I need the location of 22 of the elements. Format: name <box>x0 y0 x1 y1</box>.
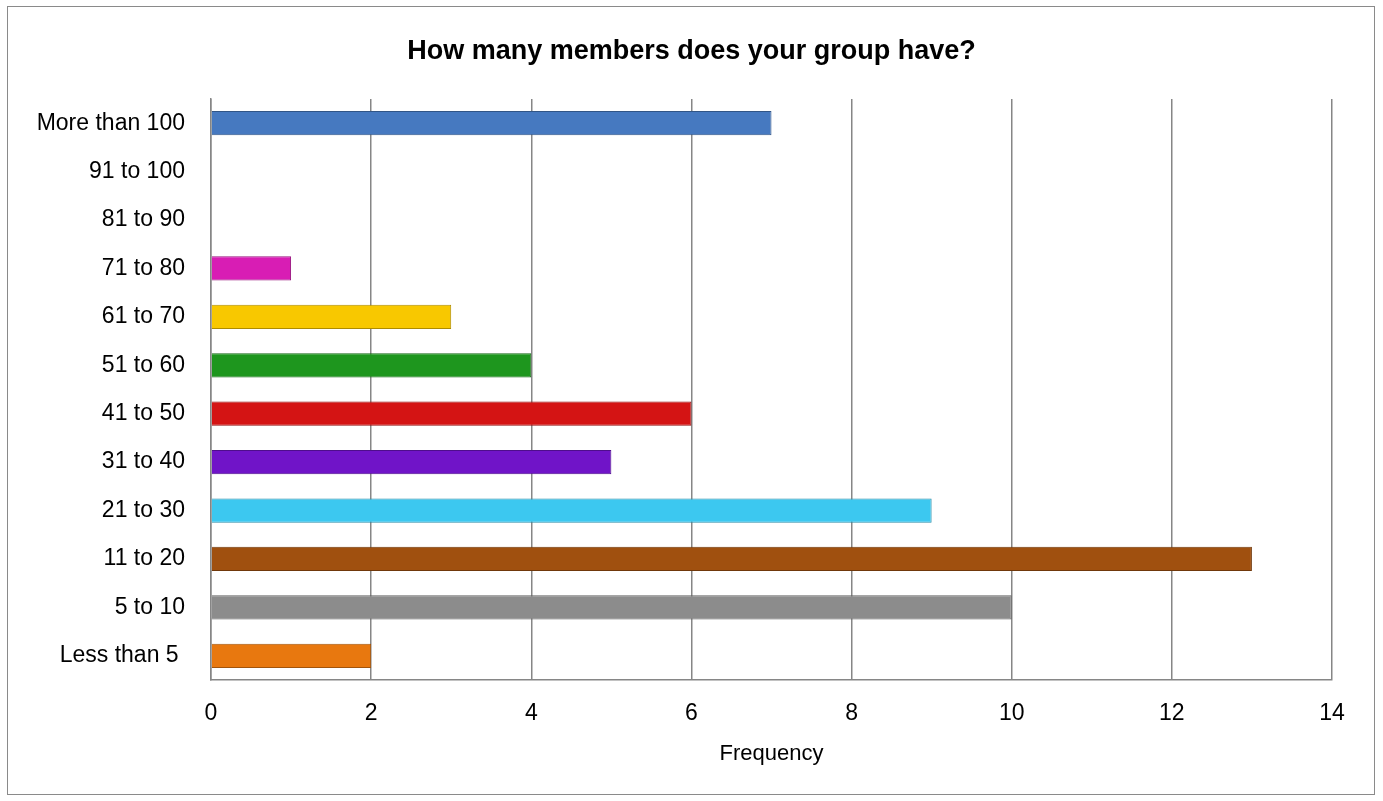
y-tick-label: 81 to 90 <box>101 205 185 232</box>
y-tick-label: 91 to 100 <box>89 156 185 183</box>
y-tick-label: 5 to 10 <box>114 592 185 619</box>
y-tick-label: 51 to 60 <box>101 350 185 377</box>
x-tick-label: 0 <box>204 699 218 726</box>
y-tick-label: Less than 5 <box>59 641 185 668</box>
x-tick-label: 12 <box>1159 699 1185 726</box>
y-tick-label: 11 to 20 <box>103 544 185 571</box>
chart-title: How many members does your group have? <box>407 35 976 66</box>
x-axis-title: Frequency <box>719 739 824 765</box>
y-tick-label: 71 to 80 <box>101 253 185 280</box>
x-tick-label: 6 <box>685 699 698 726</box>
x-tick-label: 14 <box>1319 699 1345 726</box>
y-tick-label: 61 to 70 <box>101 302 185 329</box>
y-tick-label: 41 to 50 <box>101 399 185 426</box>
y-tick-label: 21 to 30 <box>101 495 185 522</box>
x-tick-label: 2 <box>364 699 378 726</box>
y-tick-label: 31 to 40 <box>101 447 185 474</box>
y-tick-label: More than 100 <box>36 108 185 135</box>
x-tick-label: 4 <box>524 699 538 726</box>
x-tick-label: 8 <box>845 699 858 726</box>
x-tick-label: 10 <box>998 699 1025 726</box>
